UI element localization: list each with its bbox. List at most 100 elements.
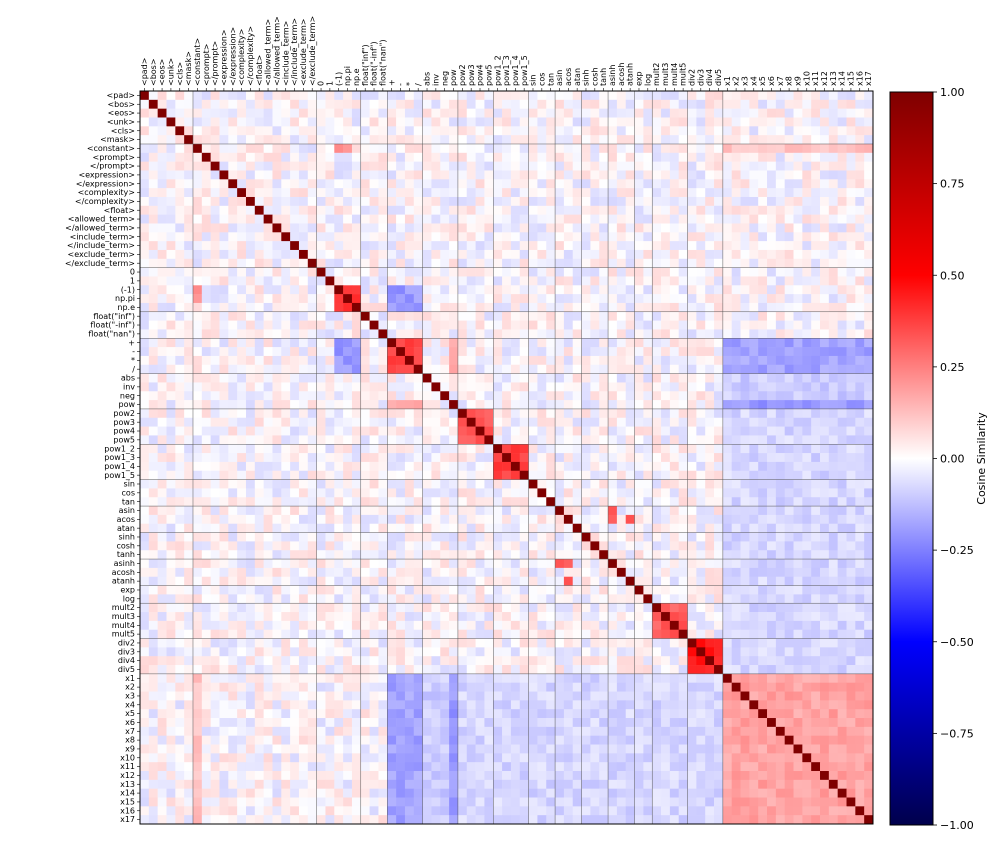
heatmap-cell bbox=[775, 126, 785, 136]
heatmap-cell bbox=[616, 188, 627, 198]
heatmap-cell bbox=[784, 223, 794, 233]
heatmap-cell bbox=[157, 391, 167, 401]
heatmap-cell bbox=[272, 232, 282, 242]
heatmap-cell bbox=[749, 294, 759, 304]
heatmap-cell bbox=[669, 585, 680, 595]
heatmap-cell bbox=[263, 99, 273, 109]
heatmap-cell bbox=[652, 444, 662, 454]
heatmap-cell bbox=[837, 99, 847, 109]
heatmap-cell bbox=[652, 152, 662, 162]
heatmap-cell bbox=[855, 108, 865, 118]
heatmap-cell bbox=[678, 612, 688, 622]
heatmap-cell bbox=[643, 258, 653, 268]
heatmap-cell bbox=[387, 143, 397, 154]
heatmap-cell bbox=[404, 188, 415, 198]
heatmap-cell bbox=[767, 294, 777, 304]
heatmap-cell bbox=[793, 99, 803, 109]
heatmap-cell bbox=[846, 585, 856, 595]
heatmap-cell bbox=[758, 479, 768, 489]
heatmap-cell bbox=[219, 612, 229, 622]
heatmap-cell bbox=[811, 143, 821, 154]
heatmap-cell bbox=[811, 453, 821, 463]
heatmap-cell bbox=[528, 170, 538, 180]
heatmap-cell bbox=[837, 426, 847, 436]
heatmap-cell bbox=[519, 364, 529, 374]
heatmap-cell bbox=[228, 302, 238, 313]
heatmap-cell bbox=[528, 506, 538, 516]
heatmap-cell bbox=[175, 488, 185, 498]
heatmap-cell bbox=[714, 232, 724, 242]
heatmap-cell bbox=[784, 612, 794, 622]
heatmap-cell bbox=[140, 585, 150, 595]
heatmap-cell bbox=[793, 382, 803, 392]
heatmap-cell bbox=[440, 461, 450, 472]
heatmap-cell bbox=[396, 541, 406, 551]
heatmap-cell bbox=[307, 188, 317, 198]
heatmap-cell bbox=[608, 329, 618, 339]
heatmap-cell bbox=[369, 461, 379, 472]
heatmap-cell bbox=[378, 576, 388, 586]
heatmap-cell bbox=[722, 603, 732, 613]
heatmap-cell bbox=[219, 302, 229, 313]
heatmap-cell bbox=[351, 479, 362, 489]
heatmap-cell bbox=[802, 541, 812, 551]
heatmap-cell bbox=[705, 400, 715, 410]
heatmap-cell bbox=[413, 479, 423, 489]
heatmap-cell bbox=[696, 408, 706, 419]
heatmap-cell bbox=[705, 143, 715, 154]
heatmap-cell bbox=[351, 267, 362, 277]
heatmap-cell bbox=[422, 444, 432, 454]
heatmap-cell bbox=[537, 382, 547, 392]
heatmap-cell bbox=[793, 364, 803, 374]
heatmap-cell bbox=[219, 594, 229, 604]
heatmap-cell bbox=[210, 497, 220, 507]
heatmap-cell bbox=[758, 329, 768, 339]
heatmap-cell bbox=[431, 91, 441, 101]
heatmap-cell bbox=[793, 373, 803, 383]
heatmap-cell bbox=[846, 426, 856, 436]
heatmap-cell bbox=[555, 559, 565, 569]
heatmap-cell bbox=[245, 276, 256, 286]
heatmap-cell bbox=[272, 170, 282, 180]
heatmap-cell bbox=[855, 541, 865, 551]
heatmap-cell bbox=[669, 135, 680, 145]
heatmap-cell bbox=[652, 214, 662, 224]
heatmap-cell bbox=[714, 355, 724, 366]
heatmap-cell bbox=[599, 444, 609, 454]
heatmap-cell bbox=[775, 320, 785, 330]
heatmap-cell bbox=[166, 188, 176, 198]
heatmap-cell bbox=[263, 267, 273, 277]
heatmap-cell bbox=[749, 99, 759, 109]
heatmap-cell bbox=[731, 135, 741, 145]
heatmap-cell bbox=[687, 417, 697, 427]
heatmap-cell bbox=[184, 241, 194, 251]
heatmap-cell bbox=[864, 338, 874, 348]
heatmap-cell bbox=[740, 143, 750, 154]
heatmap-cell bbox=[563, 355, 574, 366]
heatmap-cell bbox=[396, 506, 406, 516]
heatmap-cell bbox=[811, 479, 821, 489]
heatmap-cell bbox=[767, 461, 777, 472]
heatmap-cell bbox=[263, 426, 273, 436]
heatmap-cell bbox=[625, 567, 635, 578]
heatmap-cell bbox=[590, 205, 600, 215]
heatmap-cell bbox=[254, 382, 264, 392]
heatmap-cell bbox=[775, 567, 785, 578]
heatmap-cell bbox=[528, 91, 538, 101]
heatmap-cell bbox=[351, 435, 362, 445]
heatmap-cell bbox=[537, 170, 547, 180]
heatmap-cell bbox=[245, 161, 256, 171]
heatmap-cell bbox=[334, 311, 344, 321]
heatmap-cell bbox=[846, 523, 856, 533]
heatmap-cell bbox=[855, 320, 865, 330]
heatmap-cell bbox=[837, 135, 847, 145]
heatmap-cell bbox=[625, 347, 635, 357]
heatmap-cell bbox=[184, 514, 194, 525]
heatmap-cell bbox=[616, 576, 627, 586]
heatmap-cell bbox=[563, 338, 574, 348]
heatmap-cell bbox=[758, 135, 768, 145]
heatmap-cell bbox=[343, 338, 353, 348]
heatmap-cell bbox=[378, 488, 388, 498]
heatmap-cell bbox=[510, 612, 521, 622]
heatmap-cell bbox=[775, 408, 785, 419]
